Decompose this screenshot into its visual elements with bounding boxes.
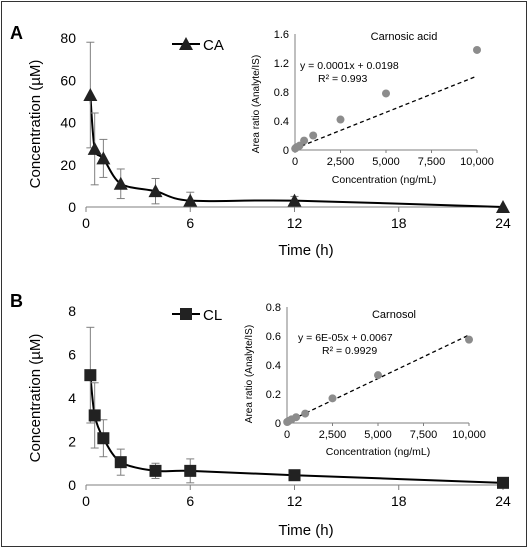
inset-a-data-point <box>382 89 390 98</box>
inset-a-y-tick-label: 1.2 <box>274 58 289 70</box>
panel-b-y-tick-label: 2 <box>68 434 76 450</box>
inset-b-x-tick-label: 7,500 <box>410 429 438 441</box>
inset-b-data-point <box>328 394 337 403</box>
inset-a-y-tick-label: 0 <box>283 145 289 157</box>
panel-a-data-point <box>87 141 102 155</box>
panel-b-data-point <box>184 464 197 477</box>
panel-b-y-tick-label: 6 <box>68 347 76 363</box>
panel-b-x-tick-label: 18 <box>391 493 407 509</box>
panel-b-data-point <box>149 464 162 477</box>
inset-a-x-tick-label: 2,500 <box>327 156 355 168</box>
panel-a-y-tick-label: 0 <box>68 199 76 215</box>
panel-a-legend-marker <box>179 37 193 50</box>
inset-b-title: Carnosol <box>372 309 416 321</box>
panel-b-data-point <box>497 476 509 489</box>
inset-a-y-tick-label: 0.8 <box>274 87 289 99</box>
inset-b-x-tick-label: 0 <box>284 429 290 441</box>
panel-b-y-tick-label: 8 <box>68 303 76 319</box>
inset-a-y-tick-label: 1.6 <box>274 29 289 41</box>
panel-a-x-tick-label: 24 <box>495 215 511 231</box>
panel-a-y-tick-label: 60 <box>60 72 76 88</box>
inset-a-data-point <box>300 136 309 145</box>
panel-b-data-point <box>88 409 101 422</box>
inset-a-x-tick-label: 0 <box>292 156 298 168</box>
panel-a-xlabel: Time (h) <box>278 242 333 259</box>
panel-a-data-point <box>83 88 98 102</box>
panel-a-x-tick-label: 18 <box>391 215 407 231</box>
inset-a-x-tick-label: 7,500 <box>418 156 446 168</box>
inset-a-data-point <box>473 45 481 54</box>
panel-b-data-point <box>288 469 301 482</box>
inset-b-data-point <box>465 335 473 344</box>
inset-a-y-tick-label: 0.4 <box>274 116 289 128</box>
inset-b-y-tick-label: 0.2 <box>266 389 281 401</box>
panel-b-ylabel: Concentration (µM) <box>27 334 44 463</box>
inset-a-data-point <box>309 131 318 140</box>
panel-b-x-tick-label: 12 <box>287 493 303 509</box>
panel-a-ylabel: Concentration (µM) <box>27 60 44 189</box>
inset-b-data-point <box>301 409 310 418</box>
panel-a-data-point <box>148 184 163 198</box>
panel-a-y-tick-label: 40 <box>60 115 76 131</box>
panel-a-x-tick-label: 0 <box>82 215 90 231</box>
panel-b-y-tick-label: 0 <box>68 477 76 493</box>
panel-b-y-tick-label: 4 <box>68 390 76 406</box>
inset-a-r2: R² = 0.993 <box>318 73 367 85</box>
panel-b-data-point <box>84 369 97 382</box>
inset-a-trendline <box>294 75 478 150</box>
inset-b-x-tick-label: 5,000 <box>364 429 392 441</box>
inset-b-y-tick-label: 0.4 <box>266 360 281 372</box>
inset-b-y-tick-label: 0.8 <box>266 302 281 314</box>
panel-a-data-point <box>496 200 510 213</box>
panel-a-letter: A <box>10 23 23 43</box>
panel-b-data-point <box>97 432 110 445</box>
panel-b-x-tick-label: 6 <box>186 493 194 509</box>
inset-b-x-tick-label: 2,500 <box>319 429 347 441</box>
inset-b-x-tick-label: 10,000 <box>452 429 486 441</box>
inset-a-xlabel: Concentration (ng/mL) <box>332 174 436 186</box>
panel-a-data-point <box>96 151 111 165</box>
inset-a-title: Carnosic acid <box>371 31 438 43</box>
panel-b-xlabel: Time (h) <box>278 522 333 539</box>
panel-a-data-point <box>287 193 302 207</box>
panel-b-x-tick-label: 24 <box>495 493 511 509</box>
inset-b-data-point <box>374 371 382 380</box>
inset-b-xlabel: Concentration (ng/mL) <box>326 446 430 458</box>
inset-b-data-point <box>292 413 301 422</box>
panel-a-x-tick-label: 6 <box>186 215 194 231</box>
inset-a-x-tick-label: 5,000 <box>372 156 400 168</box>
inset-b-ylabel: Area ratio (Analyte/IS) <box>244 325 255 423</box>
panel-a-data-point <box>113 176 128 190</box>
panel-a-y-tick-label: 80 <box>60 30 76 46</box>
panel-b-x-tick-label: 0 <box>82 493 90 509</box>
inset-a-ylabel: Area ratio (Analyte/IS) <box>251 55 262 153</box>
panel-b-data-point <box>114 456 127 469</box>
panel-a-y-tick-label: 20 <box>60 157 76 173</box>
inset-b-r2: R² = 0.9929 <box>322 345 377 357</box>
inset-a-equation: y = 0.0001x + 0.0198 <box>300 60 399 72</box>
inset-b-y-tick-label: 0 <box>275 418 281 430</box>
inset-b-equation: y = 6E-05x + 0.0067 <box>298 332 393 344</box>
panel-b-legend-marker <box>180 308 192 320</box>
inset-a-x-tick-label: 10,000 <box>460 156 494 168</box>
inset-b-y-tick-label: 0.6 <box>266 331 281 343</box>
inset-a-data-point <box>336 115 345 124</box>
panel-a-data-point <box>183 193 198 207</box>
panel-a-x-tick-label: 12 <box>287 215 303 231</box>
panel-b-legend-label: CL <box>203 307 222 324</box>
panel-a-legend-label: CA <box>203 37 224 54</box>
panel-b-letter: B <box>10 291 23 311</box>
